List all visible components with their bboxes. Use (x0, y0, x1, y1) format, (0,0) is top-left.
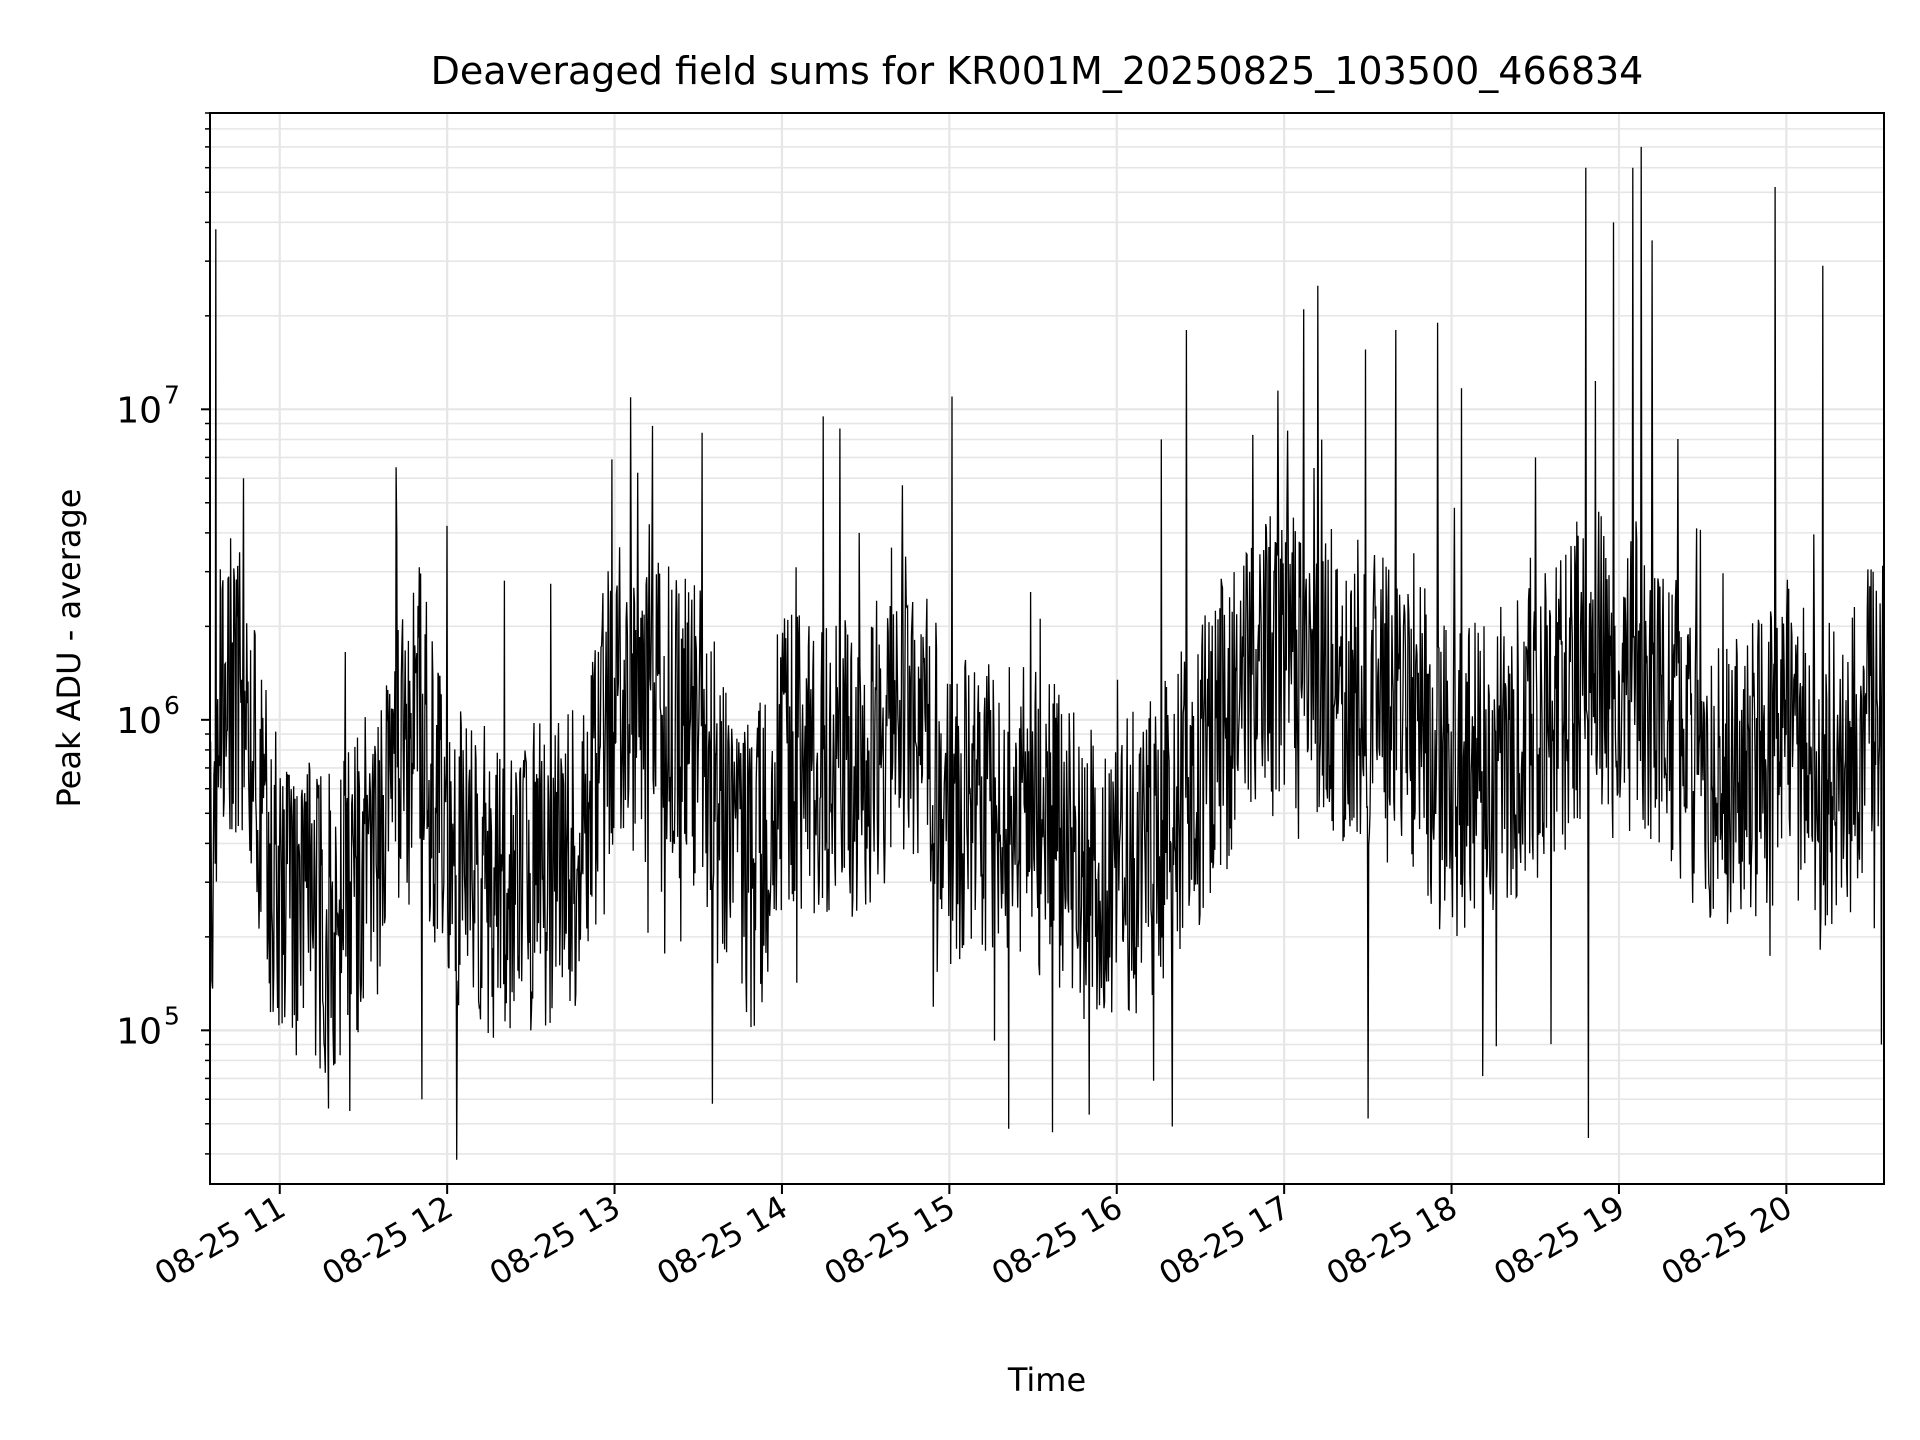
chart-title: Deaveraged field sums for KR001M_2025082… (431, 49, 1644, 93)
y-axis-label: Peak ADU - average (50, 489, 88, 808)
y-tick-exponent: 6 (164, 691, 180, 720)
y-tick-label: 10 (116, 701, 162, 742)
x-axis-label: Time (1007, 1361, 1086, 1399)
plot-frame (209, 112, 1885, 1185)
series-line (209, 146, 1885, 1160)
y-tick-label: 10 (116, 1011, 162, 1052)
y-tick-exponent: 7 (164, 380, 180, 409)
y-tick-exponent: 5 (164, 1001, 180, 1030)
data-series-line (209, 146, 1885, 1160)
y-tick-label: 10 (116, 390, 162, 431)
